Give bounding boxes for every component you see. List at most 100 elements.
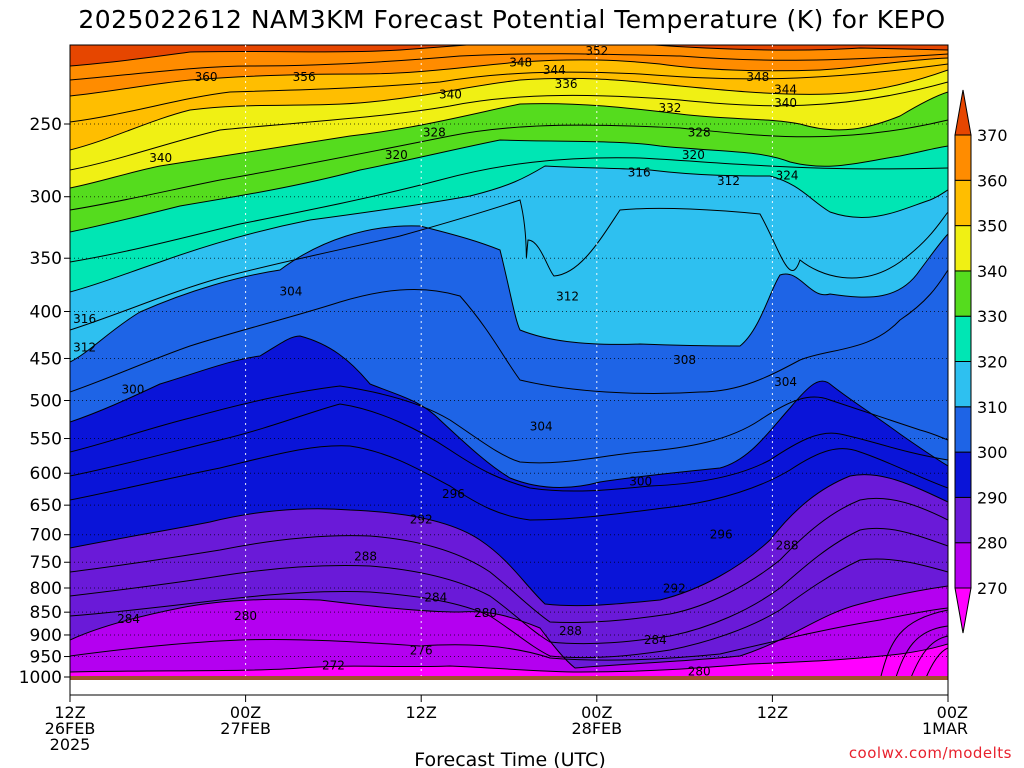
contour-label: 340 <box>149 151 172 165</box>
contour-label-text: 340 <box>149 151 172 165</box>
contour-label-text: 340 <box>439 88 462 102</box>
plot-area <box>70 45 948 680</box>
contour-label: 300 <box>629 475 652 489</box>
colorbar-segment <box>954 179 972 227</box>
contour-label-text: 280 <box>234 609 257 623</box>
x-tick-label: 27FEB <box>220 719 271 738</box>
contour-lines <box>70 45 948 680</box>
contour-label: 328 <box>688 125 711 139</box>
contour-label: 296 <box>442 487 465 501</box>
y-tick-label: 850 <box>30 603 62 623</box>
ground-fill <box>70 676 948 680</box>
contour-label: 280 <box>234 609 257 623</box>
colorbar-segment <box>954 542 972 589</box>
contour-label: 308 <box>673 353 696 367</box>
colorbar-segment <box>954 361 972 408</box>
x-tick-label: 00Z <box>230 703 261 722</box>
contour-label: 276 <box>410 644 433 658</box>
x-tick-label: 26FEB <box>45 719 96 738</box>
colorbar-label: 370 <box>977 126 1008 145</box>
y-tick-label: 750 <box>30 553 62 573</box>
contour-label-text: 360 <box>195 70 218 84</box>
colorbar-segment <box>954 496 972 544</box>
contour-label-text: 312 <box>556 290 579 304</box>
contour-label: 272 <box>322 658 345 672</box>
contour-label: 320 <box>682 148 705 162</box>
contour-label: 280 <box>474 606 497 620</box>
contour-label-text: 312 <box>73 340 96 354</box>
y-tick-label: 400 <box>30 302 62 322</box>
contour-label-text: 304 <box>530 419 553 433</box>
colorbar-label: 360 <box>977 171 1008 190</box>
y-tick-label: 250 <box>30 115 62 135</box>
colorbar-label: 320 <box>977 353 1008 372</box>
plot-frame <box>69 44 949 696</box>
colorbar-segment <box>954 225 972 272</box>
contour-label-text: 280 <box>688 664 711 678</box>
contour-label: 332 <box>659 101 682 115</box>
colorbar-segment <box>954 134 972 181</box>
contour-label: 312 <box>556 290 579 304</box>
contour-label-text: 320 <box>682 148 705 162</box>
colorbar-arrow-low <box>954 587 972 634</box>
x-axis-title: Forecast Time (UTC) <box>414 749 605 768</box>
contour-label-text: 344 <box>543 63 566 77</box>
contour-label: 348 <box>509 55 532 69</box>
y-tick-label: 450 <box>30 349 62 369</box>
y-axis: 250 300 350 400 450 500 550 600 650 700 750 800 850 9… <box>19 115 70 688</box>
x-tick-label: 28FEB <box>571 719 622 738</box>
colorbar-segment <box>954 451 972 498</box>
contour-label-text: 272 <box>322 658 345 672</box>
contour-label: 328 <box>423 125 446 139</box>
site-credit: coolwx.com/modelts <box>849 744 1012 762</box>
contour-label: 324 <box>776 168 799 182</box>
y-tick-label: 350 <box>30 249 62 269</box>
band-260 <box>70 644 948 680</box>
colorbar-label: 300 <box>977 443 1008 462</box>
colorbar-label: 330 <box>977 307 1008 326</box>
x-tick-label: 12Z <box>757 703 788 722</box>
contour-label-text: 320 <box>385 148 408 162</box>
contour-label-text: 304 <box>774 375 797 389</box>
colorbar-label: 310 <box>977 398 1008 417</box>
contour-label: 288 <box>354 549 377 563</box>
y-tick-label: 550 <box>30 430 62 450</box>
contour-label-text: 312 <box>717 174 740 188</box>
contour-label-text: 348 <box>746 70 769 84</box>
contour-label-text: 276 <box>410 644 433 658</box>
contour-label: 288 <box>559 624 582 638</box>
band-270 <box>70 586 948 680</box>
contour-label-text: 328 <box>688 125 711 139</box>
contour-label-text: 324 <box>776 168 799 182</box>
contour-label-text: 332 <box>659 101 682 115</box>
contour-label-text: 344 <box>774 83 797 97</box>
contour-label: 352 <box>585 44 608 58</box>
contour-label-text: 288 <box>559 624 582 638</box>
contour-label: 316 <box>628 166 651 180</box>
y-tick-label: 900 <box>30 626 62 646</box>
contour-label-text: 356 <box>293 70 316 84</box>
y-tick-label: 800 <box>30 579 62 599</box>
contour-label: 356 <box>293 70 316 84</box>
contour-label-text: 352 <box>585 44 608 58</box>
contour-label-text: 340 <box>774 96 797 110</box>
colorbar-segment <box>954 270 972 317</box>
x-tick-label: 12Z <box>406 703 437 722</box>
contour-label-text: 296 <box>710 528 733 542</box>
contour-label: 284 <box>644 633 667 647</box>
contour-label-text: 316 <box>73 312 96 326</box>
contour-label: 292 <box>410 513 433 527</box>
contour-label: 344 <box>543 63 566 77</box>
contour-label-text: 292 <box>410 513 433 527</box>
contour-label-text: 284 <box>117 612 140 626</box>
colorbar-segment <box>954 315 972 363</box>
contour-label: 340 <box>439 88 462 102</box>
contour-label-text: 316 <box>628 166 651 180</box>
x-tick-label: 1MAR <box>922 719 968 738</box>
colorbar-arrow-high <box>954 89 972 136</box>
contour-label-text: 308 <box>673 353 696 367</box>
contour-label: 360 <box>195 70 218 84</box>
contour-label: 292 <box>663 581 686 595</box>
